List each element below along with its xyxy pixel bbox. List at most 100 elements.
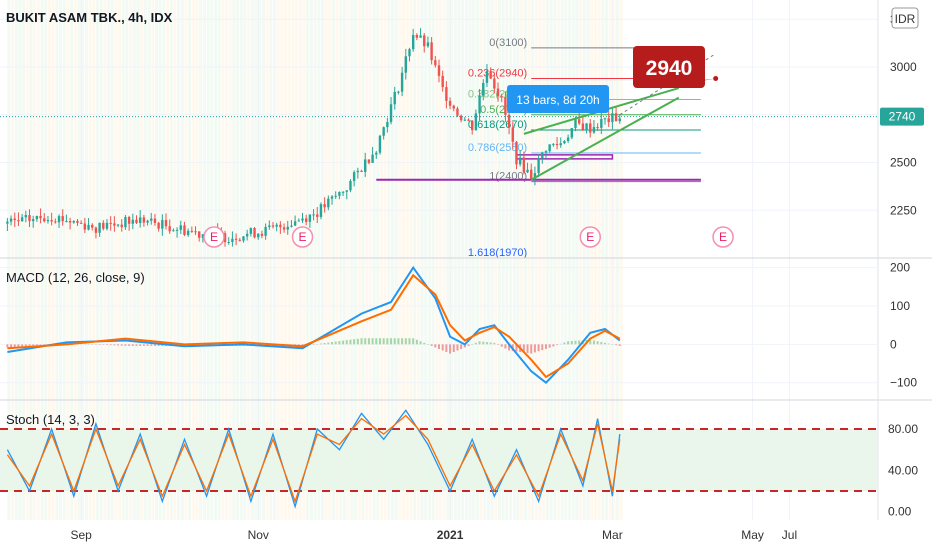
macd-hist-bar (28, 344, 31, 346)
candle-body (201, 234, 205, 238)
bg-stripe (147, 0, 151, 520)
bg-stripe (206, 0, 210, 520)
macd-hist-bar (552, 344, 555, 347)
candle-body (268, 225, 271, 227)
candle-body (474, 113, 478, 131)
macd-hist-bar (600, 342, 603, 345)
macd-hist-bar (463, 344, 466, 348)
bg-stripe (579, 0, 583, 520)
bg-stripe (593, 0, 597, 520)
candle-body (245, 233, 249, 237)
bg-stripe (376, 0, 380, 520)
macd-hist-bar (567, 341, 570, 345)
bg-stripe (110, 0, 114, 520)
earnings-marker-label: E (210, 230, 218, 244)
bg-stripe (232, 0, 236, 520)
candle-body (375, 152, 378, 155)
candle-body (581, 123, 585, 131)
bg-stripe (77, 0, 81, 520)
earnings-marker (712, 226, 734, 248)
bg-stripe (180, 0, 184, 520)
macd-hist-bar (445, 344, 448, 353)
candle-body (496, 88, 500, 97)
currency-badge[interactable]: IDR (891, 7, 919, 29)
candle-body (563, 141, 566, 144)
macd-hist-bar (327, 342, 330, 345)
bg-stripe (483, 0, 487, 520)
bg-stripe (22, 0, 26, 520)
candle-body (32, 219, 35, 222)
time-tick-label: Nov (248, 528, 269, 542)
bg-stripe (420, 0, 424, 520)
candle-body (24, 215, 28, 218)
last-price-label: 2740 (889, 110, 916, 124)
candle-body (223, 233, 227, 243)
candle-body (555, 143, 559, 146)
bg-stripe (542, 0, 546, 520)
candle-body (6, 221, 9, 224)
bg-stripe (162, 0, 166, 520)
bg-stripe (523, 0, 527, 520)
candle-body (39, 215, 42, 219)
candle-body (94, 227, 98, 233)
bg-stripe (210, 0, 214, 520)
macd-hist-bar (415, 339, 418, 345)
candle-body (57, 216, 61, 223)
macd-hist-bar (367, 338, 370, 345)
bg-stripe (501, 0, 505, 520)
candle-body (194, 231, 197, 233)
bg-stripe (453, 0, 457, 520)
candle-body (478, 95, 481, 114)
candle-body (577, 119, 581, 124)
bg-stripe (25, 0, 29, 520)
candle-body (482, 82, 485, 96)
bg-stripe (416, 0, 420, 520)
bg-stripe (361, 0, 365, 520)
candle-body (293, 221, 297, 226)
bg-stripe (284, 0, 288, 520)
bg-stripe (276, 0, 280, 520)
candle-body (500, 96, 503, 98)
bg-stripe (140, 0, 144, 520)
bg-stripe (258, 0, 262, 520)
macd-tick-label: 100 (890, 299, 910, 313)
candle-body (249, 228, 253, 234)
bg-stripe (379, 0, 383, 520)
candle-body (13, 218, 16, 221)
bg-stripe (516, 0, 520, 520)
macd-hist-bar (109, 344, 112, 346)
candle-body (102, 222, 105, 229)
bg-stripe (99, 0, 103, 520)
currency-label: IDR (895, 12, 916, 26)
candle-body (489, 71, 492, 79)
macd-hist-bar (467, 344, 470, 346)
bg-stripe (44, 0, 48, 520)
macd-hist-bar (113, 344, 116, 346)
macd-hist-bar (382, 338, 385, 345)
candle-body (87, 224, 90, 230)
bg-stripe (136, 0, 140, 520)
candle-body (76, 220, 79, 223)
macd-hist-bar (452, 344, 455, 353)
candle-body (338, 192, 341, 196)
candle-body (227, 242, 230, 244)
candle-body (507, 114, 511, 128)
bg-stripe (365, 0, 369, 520)
bg-stripe (431, 0, 435, 520)
macd-hist-bar (419, 341, 422, 345)
candle-body (131, 219, 135, 224)
bg-stripe (51, 0, 55, 520)
bg-stripe (394, 0, 398, 520)
macd-hist-bar (504, 344, 507, 349)
candle-body (319, 204, 323, 217)
bg-stripe (391, 0, 395, 520)
bg-stripe (350, 0, 354, 520)
candle-body (168, 226, 171, 232)
bg-stripe (125, 0, 129, 520)
time-tick-label: May (741, 528, 764, 542)
fib-label: 0(3100) (489, 37, 527, 49)
bg-stripe (328, 0, 332, 520)
macd-hist-bar (493, 342, 496, 345)
